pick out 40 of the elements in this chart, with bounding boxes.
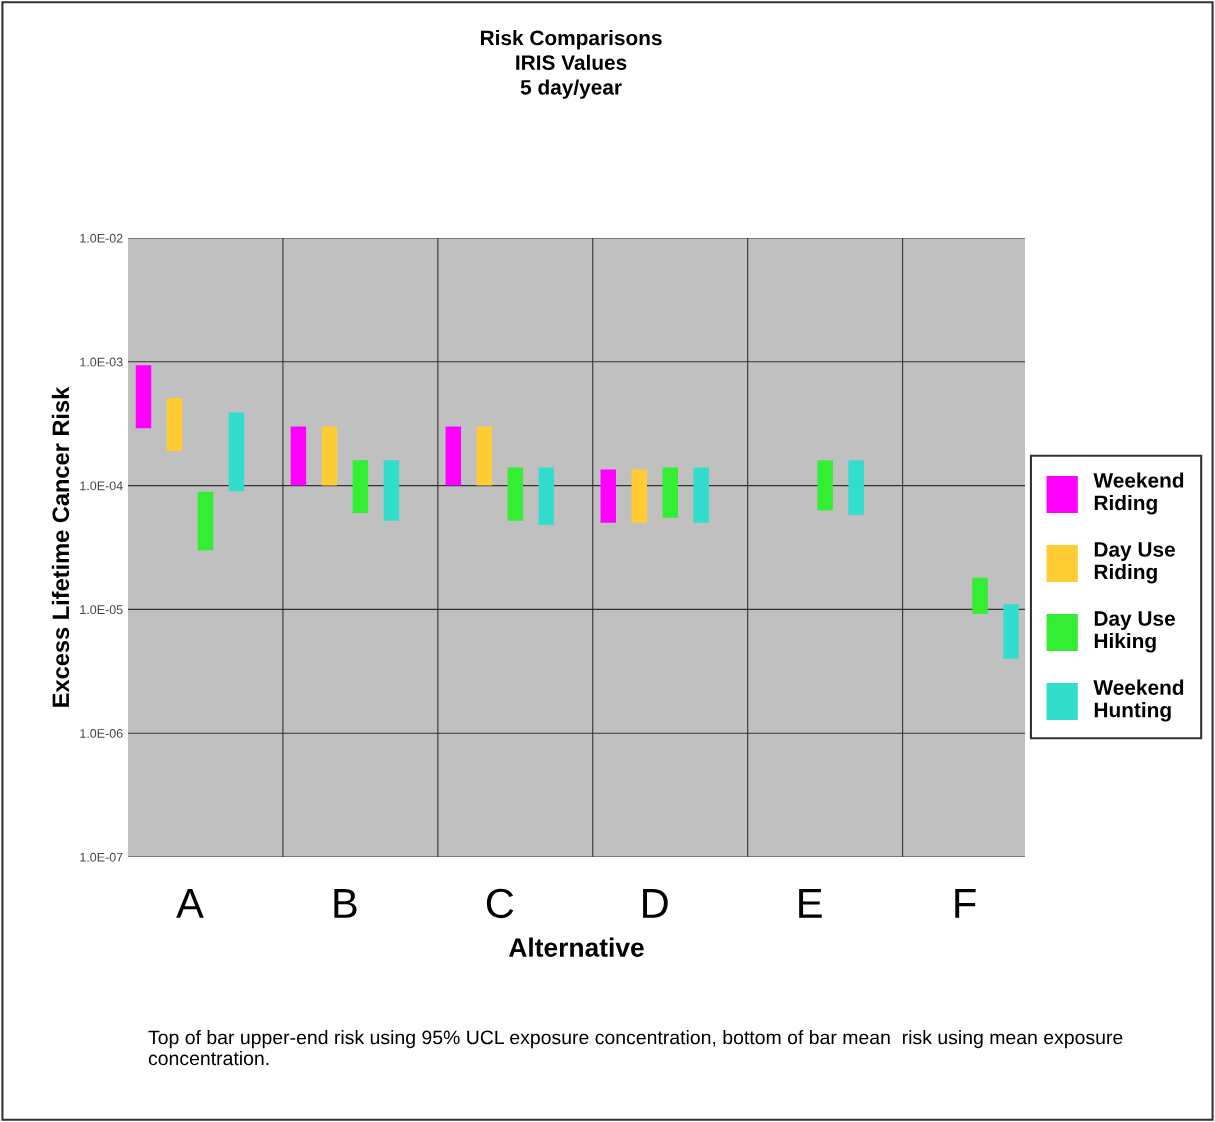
- x-tick-label: B: [334, 889, 357, 918]
- y-axis-title: Excess Lifetime Cancer Risk: [51, 386, 70, 707]
- bar: [135, 365, 152, 429]
- legend-label: Day Use Riding: [1094, 542, 1175, 584]
- bar: [693, 467, 709, 523]
- y-tick-label: 1.0E-04: [80, 481, 123, 491]
- y-tick-label: 1.0E-07: [80, 852, 123, 862]
- legend-label: Weekend Riding: [1093, 472, 1184, 515]
- bar: [817, 460, 833, 511]
- bar: [972, 577, 988, 614]
- y-tick-label: 1.0E-05: [80, 605, 123, 615]
- bar: [662, 467, 678, 518]
- bar: [166, 398, 183, 452]
- bar: [383, 460, 400, 521]
- x-tick-label: A: [176, 889, 204, 918]
- x-axis-title: Alternative: [508, 937, 644, 957]
- y-tick-label: 1.0E-06: [80, 729, 123, 738]
- legend-label: Day Use Hiking: [1094, 611, 1175, 653]
- bar: [321, 426, 338, 486]
- x-tick-label: F: [955, 889, 976, 918]
- bar: [507, 467, 524, 521]
- bar: [631, 469, 647, 523]
- x-tick-label: C: [486, 888, 514, 919]
- bar: [445, 426, 462, 486]
- bar: [848, 460, 864, 515]
- chart-title: Risk Comparisons IRIS Values 5 day/year: [480, 30, 662, 99]
- y-tick-label: 1.0E-02: [80, 233, 123, 243]
- bar: [197, 491, 214, 551]
- bar: [228, 412, 245, 492]
- bar: [290, 426, 307, 486]
- bar: [1003, 604, 1019, 659]
- y-tick-label: 1.0E-03: [80, 357, 123, 367]
- bar: [476, 426, 493, 486]
- bar: [600, 469, 617, 523]
- legend-label: Weekend Hunting: [1093, 679, 1184, 722]
- text: Top of bar upper-end risk using 95% UCL exposure concentration, bottom of bar mean risk using mean exposure concentration.: [148, 1030, 1123, 1066]
- x-tick-label: D: [643, 889, 668, 918]
- x-tick-label: E: [799, 889, 822, 918]
- bar: [352, 460, 369, 514]
- bar: [538, 467, 555, 526]
